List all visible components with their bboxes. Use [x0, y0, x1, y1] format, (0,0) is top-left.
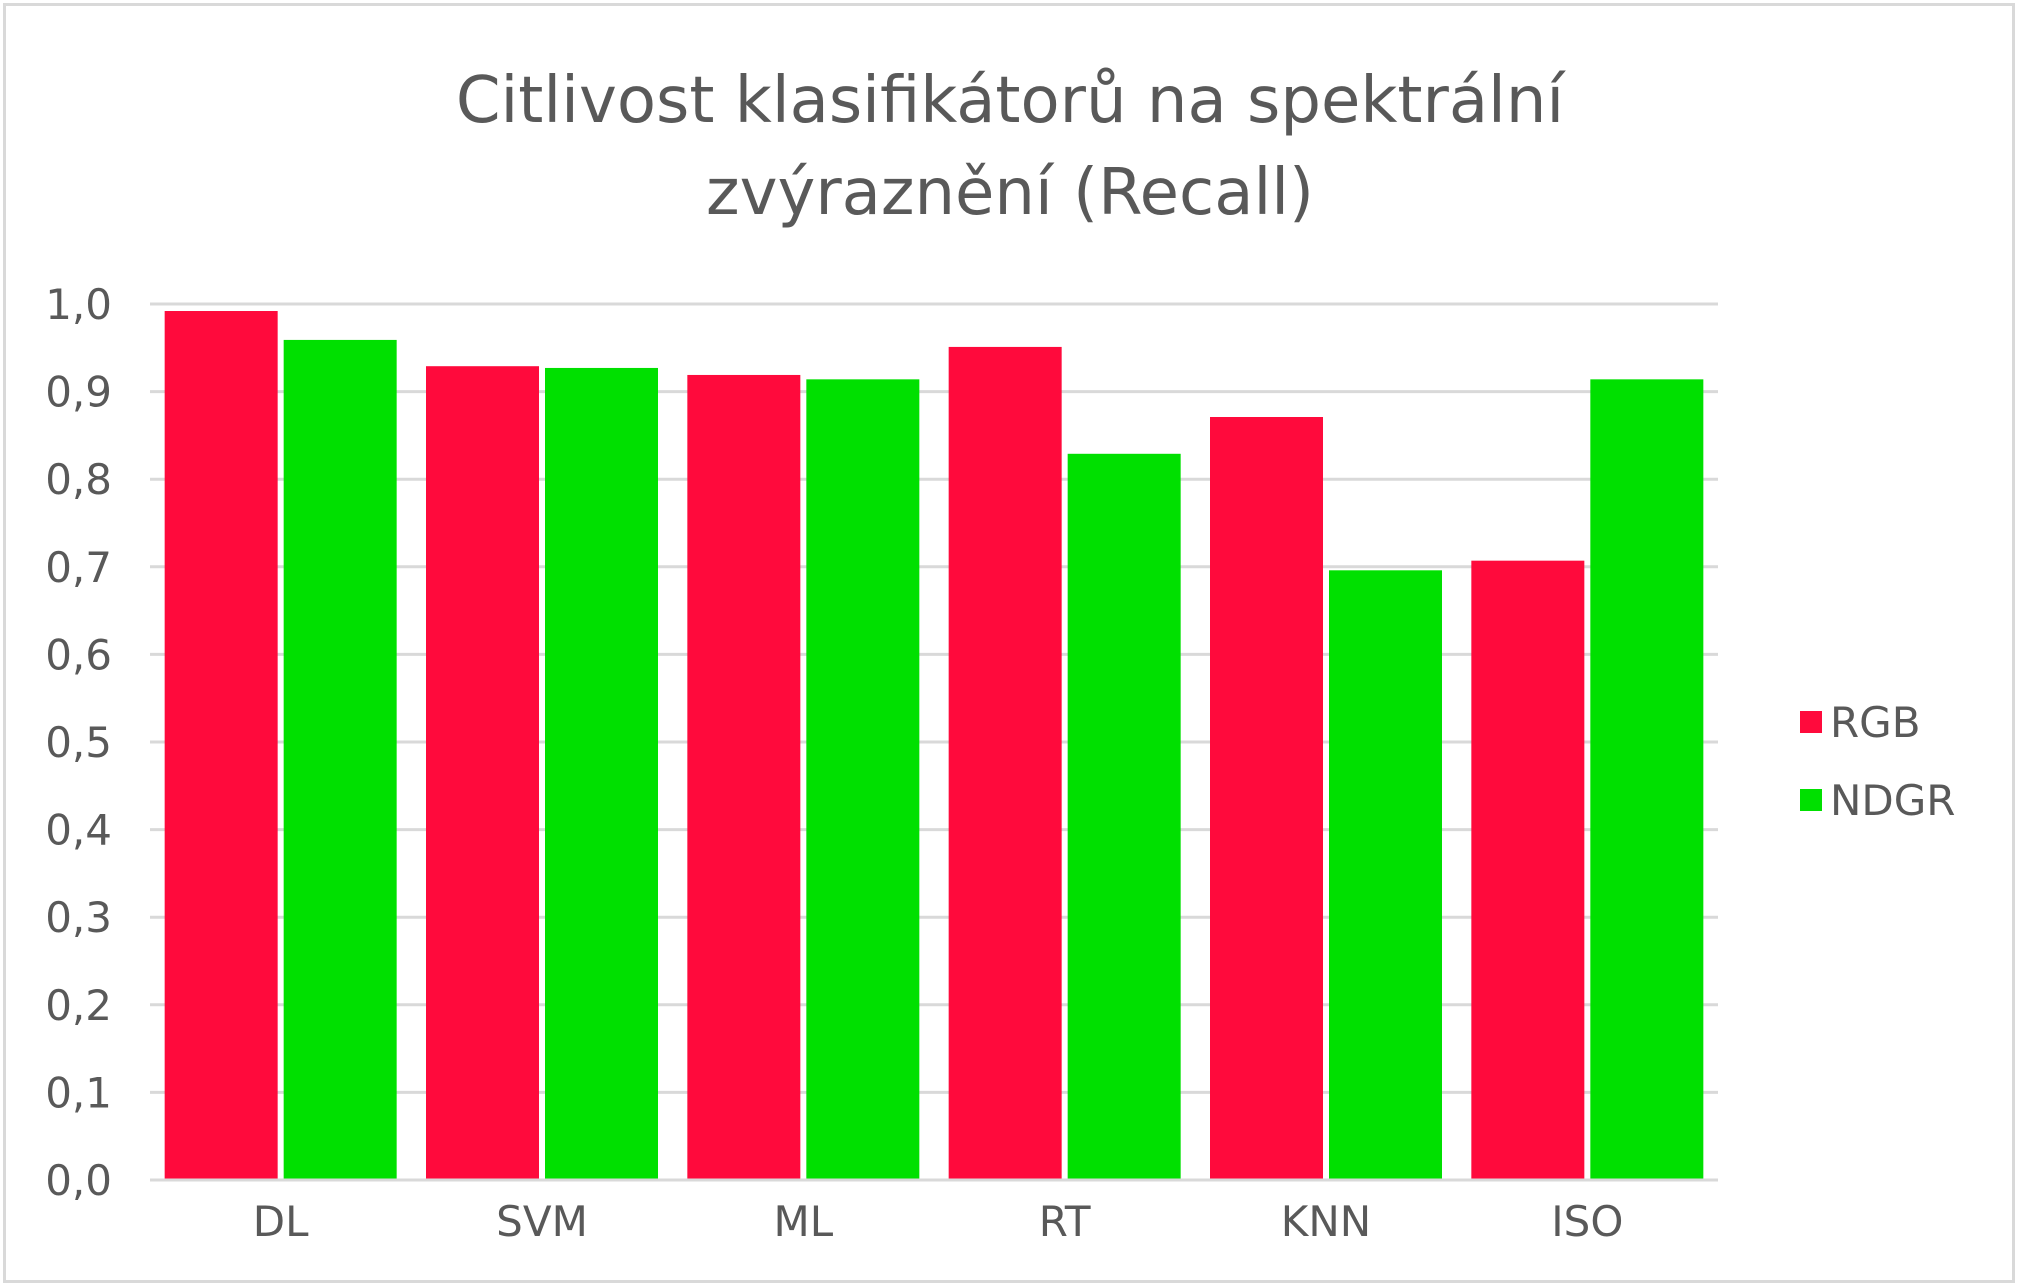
legend-swatch-ndgr: [1800, 789, 1822, 811]
bar-ndgr-ml: [806, 379, 920, 1180]
bar-rgb-svm: [426, 366, 539, 1180]
y-tick-label: 1,0: [45, 280, 112, 329]
y-tick-label: 0,5: [45, 718, 112, 767]
y-tick-label: 0,8: [45, 455, 112, 504]
y-tick-label: 0,6: [45, 630, 112, 679]
bar-rgb-knn: [1210, 417, 1323, 1180]
y-tick-label: 0,1: [45, 1068, 112, 1117]
y-tick-label: 0,7: [45, 543, 112, 592]
legend-label-ndgr: NDGR: [1830, 776, 1956, 825]
y-tick-label: 0,9: [45, 368, 112, 417]
bar-rgb-dl: [164, 311, 278, 1180]
bar-rgb-rt: [948, 346, 1062, 1180]
x-tick-label: ISO: [1551, 1197, 1623, 1246]
legend: RGB NDGR: [1800, 698, 1956, 825]
gridlines: [150, 302, 1718, 1094]
bar-ndgr-svm: [545, 367, 658, 1180]
x-tick-label: SVM: [496, 1197, 588, 1246]
y-tick-label: 0,0: [45, 1156, 112, 1205]
x-tick-label: RT: [1039, 1197, 1091, 1246]
y-tick-label: 0,3: [45, 893, 112, 942]
bar-ndgr-rt: [1067, 453, 1181, 1180]
chart-title-line-1: Citlivost klasifikátorů na spektrální: [456, 64, 1567, 138]
bar-ndgr-iso: [1590, 379, 1704, 1180]
x-tick-label: KNN: [1281, 1197, 1371, 1246]
bar-ndgr-knn: [1329, 570, 1442, 1180]
legend-label-rgb: RGB: [1830, 698, 1921, 747]
bar-rgb-iso: [1471, 560, 1585, 1180]
chart-title-line-2: zvýraznění (Recall): [706, 156, 1314, 230]
legend-swatch-rgb: [1800, 711, 1822, 733]
bar-ndgr-dl: [283, 339, 397, 1180]
x-tick-label: DL: [253, 1197, 309, 1246]
x-tick-label: ML: [774, 1197, 834, 1246]
y-tick-label: 0,2: [45, 981, 112, 1030]
bar-rgb-ml: [687, 374, 801, 1180]
y-axis-labels: 0,0 0,1 0,2 0,3 0,4 0,5 0,6 0,7 0,8 0,9 1,0: [45, 280, 112, 1205]
bars: [164, 311, 1704, 1180]
x-axis-labels: DL SVM ML RT KNN ISO: [253, 1197, 1624, 1246]
y-tick-label: 0,4: [45, 806, 112, 855]
